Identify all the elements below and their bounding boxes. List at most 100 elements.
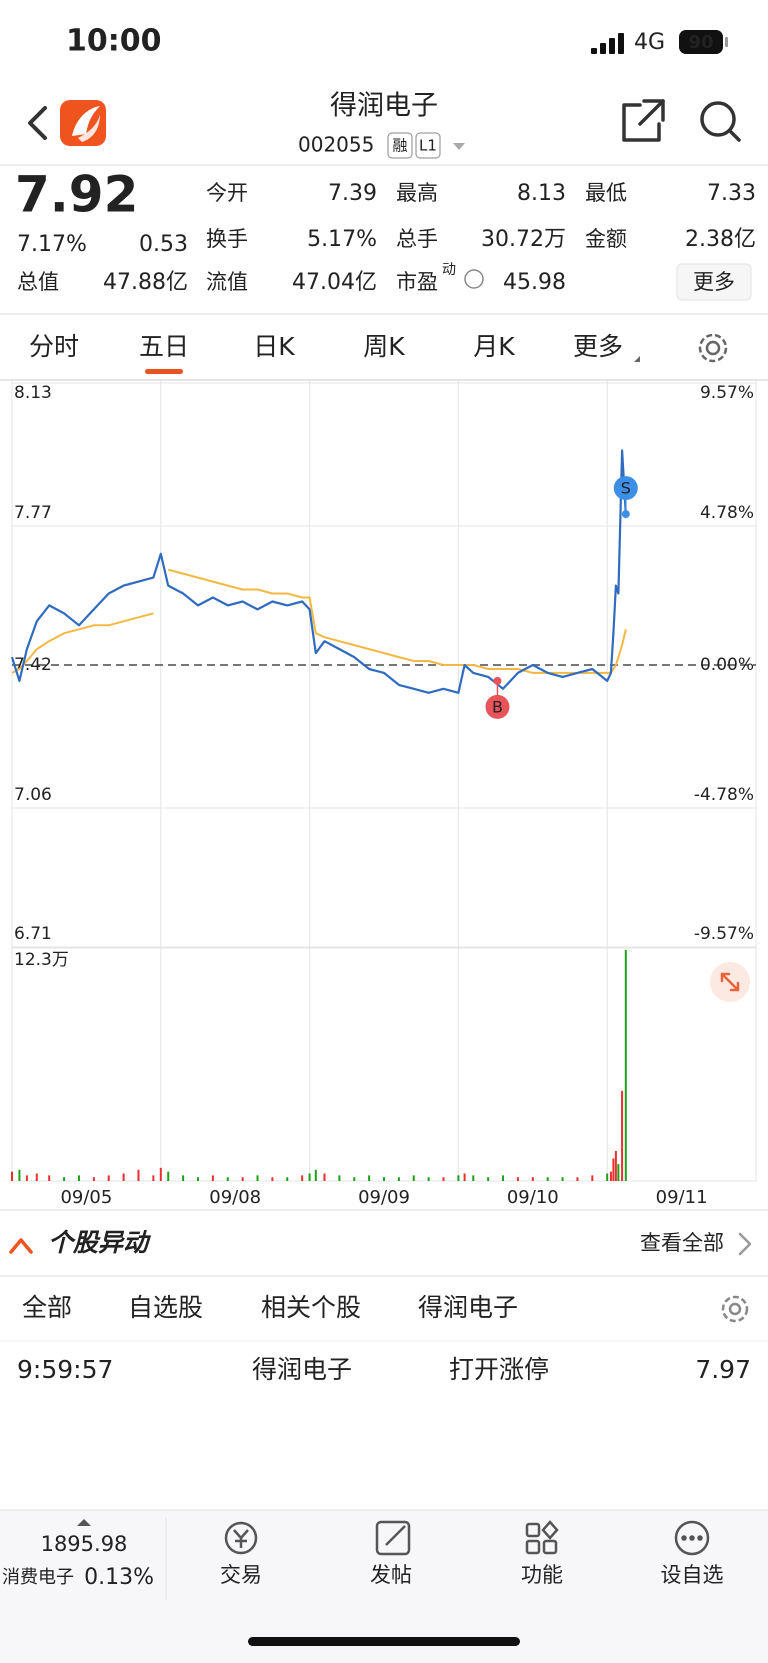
volume-bar [612,1158,615,1181]
volume-bar [531,1177,534,1181]
section-link[interactable]: 查看全部 [640,1231,724,1255]
volume-bar [286,1177,289,1181]
chart-tab[interactable]: 月K [473,332,515,361]
volume-bar [412,1175,415,1181]
stat-sup: 动 [442,262,456,278]
volume-bar [502,1175,505,1181]
stat-label: 最高 [396,181,438,205]
average-line [11,568,627,674]
chart-tab[interactable]: 更多 [573,332,623,361]
trade-icon[interactable] [224,1521,258,1555]
chart-tab[interactable]: 日K [253,332,295,361]
nav-label[interactable]: 设自选 [661,1563,724,1587]
share-button[interactable] [622,99,665,142]
volume-bar [211,1175,214,1181]
stat-label: 市盈 [396,270,438,294]
badge-label: L1 [419,137,437,155]
more-label[interactable]: 更多 [693,270,735,294]
dropdown-icon[interactable] [453,143,465,150]
stock-name: 得润电子 [330,91,438,122]
settings-icon[interactable] [698,333,728,363]
volume-bar [35,1173,38,1181]
stat-value: 8.13 [517,181,566,206]
volume-bar [576,1177,579,1181]
stat-label: 总手 [396,227,438,251]
section-header [0,1210,768,1276]
volume-bar [323,1173,326,1181]
app-logo [60,100,106,146]
price-line [10,449,627,694]
chart-tab[interactable]: 五日 [139,332,189,361]
y-tick-pct: -4.78% [694,785,754,805]
info-icon[interactable] [464,269,484,289]
volume-bar [561,1177,564,1181]
search-button[interactable] [700,101,741,142]
volume-bar [457,1175,460,1181]
settings-icon[interactable] [721,1295,749,1323]
volume-bar [92,1177,95,1181]
volume-bar [159,1167,162,1181]
x-tick-label: 09/05 [60,1187,112,1208]
volume-bar [314,1169,317,1181]
volume-bar [516,1177,519,1181]
y-tick-pct: 0.00% [700,655,754,675]
stat-value: 7.39 [328,181,377,206]
volume-bar [472,1175,475,1181]
up-icon[interactable] [77,1519,91,1526]
filter-tab[interactable]: 得润电子 [418,1293,518,1322]
alert-event: 打开涨停 [449,1355,549,1384]
volume-bar [617,1164,620,1181]
volume-bar [241,1177,244,1181]
collapse-icon[interactable] [9,1238,33,1254]
volume-bar [301,1175,304,1181]
watch-icon[interactable] [674,1520,710,1556]
x-tick-label: 09/11 [656,1187,708,1208]
trade-badge [613,476,638,501]
more-button[interactable] [676,263,752,301]
badge [415,132,441,159]
volume-bar [152,1175,155,1181]
stat-value: 5.17% [307,227,377,252]
stat-value: 30.72万 [481,227,566,252]
nav-label[interactable]: 交易 [220,1563,262,1587]
volume-bar [256,1175,259,1181]
stat-value: 2.38亿 [685,227,756,252]
chart-tab[interactable]: 周K [363,332,405,361]
expand-button[interactable] [710,962,750,1002]
nav-label[interactable]: 功能 [521,1563,563,1587]
back-button[interactable] [28,106,47,140]
y-tick-label: 7.77 [14,503,52,523]
volume-bar [624,950,627,1181]
filter-tab[interactable]: 自选股 [128,1293,203,1322]
volume-bar [591,1175,594,1181]
volume-bar [182,1175,185,1181]
stat-value: 47.04亿 [292,270,377,295]
badge [387,132,413,159]
alert-stock[interactable]: 得润电子 [252,1355,352,1384]
home-indicator [248,1637,520,1646]
volume-bar [308,1173,311,1181]
chevron-icon[interactable] [738,1232,752,1256]
signal-icon [591,33,624,54]
chart-tab[interactable]: 分时 [29,332,79,361]
filter-tab[interactable]: 相关个股 [261,1293,361,1322]
y-tick-pct: 9.57% [700,383,754,403]
filter-tab[interactable]: 全部 [22,1293,72,1322]
x-tick-label: 09/10 [507,1187,559,1208]
volume-bar [77,1175,80,1181]
stat-label: 流值 [206,270,248,294]
volume-max-label: 12.3万 [14,950,69,970]
nav-label[interactable]: 发帖 [370,1563,412,1587]
dropdown-icon[interactable] [634,356,640,362]
y-tick-label: 8.13 [14,383,52,403]
function-icon[interactable] [525,1520,559,1555]
battery-tip [725,37,728,47]
volume-bar [48,1175,51,1181]
volume-bar [442,1177,445,1181]
section-title: 个股异动 [48,1228,151,1257]
status-time: 10:00 [66,24,162,59]
index-pct: 0.13% [84,1565,154,1590]
post-icon[interactable] [375,1520,411,1556]
